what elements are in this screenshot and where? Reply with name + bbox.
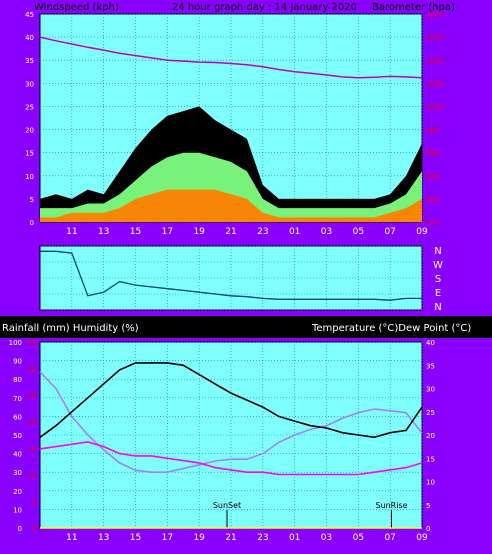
temp-left-tick: 50 (13, 432, 22, 440)
time-tick-label: 07 (384, 533, 395, 543)
direction-compass-label: E (435, 288, 441, 299)
direction-compass-label: N (434, 246, 441, 257)
wind-right-tick: 975 (426, 219, 439, 227)
time-tick-label: 21 (225, 533, 236, 543)
time-tick-label: 17 (162, 227, 173, 237)
wind-right-tick: 1020 (426, 11, 444, 19)
time-tick-label: 01 (289, 533, 300, 543)
wind-right-tick: 1010 (426, 57, 444, 65)
temp-right-tick: 0 (426, 525, 430, 533)
wind-left-tick: 45 (25, 11, 34, 19)
sun-marker-label: SunSet (213, 501, 241, 510)
temp-left-tick: 0 (18, 525, 22, 533)
direction-compass-label: S (435, 274, 441, 285)
wind-direction-line (40, 250, 422, 301)
wind-right-tick: 985 (426, 173, 439, 181)
temp-left-tick: 80 (13, 376, 22, 384)
time-tick-label: 09 (416, 533, 428, 543)
temp-left-tick: 70 (13, 395, 22, 403)
temp-right-tick: 10 (426, 479, 435, 487)
time-tick-label: 03 (321, 533, 332, 543)
wind-right-tick: 990 (426, 150, 439, 158)
temp-right-tick: 25 (426, 409, 435, 417)
time-tick-label: 21 (225, 227, 236, 237)
rain-left-tick: 10 (27, 472, 36, 480)
temperature-line (39, 362, 423, 439)
wind-series-area-2 (40, 189, 422, 222)
time-tick-label: 01 (289, 227, 300, 237)
time-tick-label: 17 (162, 533, 173, 543)
barometer-axis-title: Barometer (hpa) (372, 2, 455, 13)
wind-right-tick: 1000 (426, 103, 444, 111)
rain-left-tick: 15 (27, 445, 36, 453)
temp-left-tick: 20 (13, 488, 22, 496)
chart-title: 24 hour graph day : 14 January 2020 (172, 2, 357, 13)
wind-left-tick: 15 (25, 150, 34, 158)
temp-right-tick: 40 (426, 339, 435, 347)
wind-left-tick: 10 (25, 173, 34, 181)
humidity-line (39, 371, 423, 473)
rain-left-tick: 25 (27, 392, 36, 400)
time-tick-label: 11 (66, 227, 77, 237)
time-tick-label: 13 (98, 533, 109, 543)
time-tick-label: 19 (193, 533, 205, 543)
wind-left-tick: 5 (30, 196, 34, 204)
time-tick-label: 05 (353, 533, 364, 543)
temp-right-tick: 15 (426, 455, 435, 463)
direction-compass-label: N (434, 302, 441, 313)
time-tick-label: 15 (130, 533, 141, 543)
temp-left-tick: 60 (13, 413, 22, 421)
temp-right-tick: 20 (426, 432, 435, 440)
wind-left-tick: 35 (25, 57, 34, 65)
rain-left-tick: 0 (32, 525, 36, 533)
windspeed-axis-title: Windspeed (kph) (34, 2, 119, 13)
wind-right-tick: 995 (426, 127, 439, 135)
temp-right-tick: 35 (426, 362, 435, 370)
temp-left-tick: 10 (13, 506, 22, 514)
barometer-line (39, 36, 423, 79)
wind-right-tick: 980 (426, 196, 439, 204)
time-tick-label: 11 (66, 533, 77, 543)
wind-left-tick: 30 (25, 80, 34, 88)
time-tick-label: 07 (384, 227, 395, 237)
time-tick-label: 19 (193, 227, 205, 237)
dew-point-line (39, 441, 423, 476)
rain-left-tick: 20 (27, 419, 36, 427)
wind-left-tick: 0 (30, 219, 34, 227)
time-tick-label: 05 (353, 227, 364, 237)
temperature-dewpoint-axis-title: Temperature (°C)Dew Point (°C) (311, 323, 471, 334)
direction-compass-label: W (433, 260, 443, 271)
time-tick-label: 23 (257, 227, 268, 237)
time-tick-label: 09 (416, 227, 428, 237)
temp-left-tick: 40 (13, 451, 22, 459)
wind-right-tick: 1005 (426, 80, 444, 88)
rain-left-tick: 30 (27, 366, 36, 374)
temp-right-tick: 5 (426, 502, 430, 510)
time-tick-label: 23 (257, 533, 268, 543)
temp-right-tick: 30 (426, 386, 435, 394)
sun-marker-label: SunRise (375, 501, 407, 510)
rain-left-tick: 5 (32, 498, 36, 506)
time-tick-label: 03 (321, 227, 332, 237)
rain-left-tick: 35 (27, 339, 36, 347)
temp-left-tick: 30 (13, 469, 22, 477)
temp-left-tick: 90 (13, 358, 22, 366)
wind-left-tick: 20 (25, 127, 34, 135)
windspeed-barometer-plot: 11 13 15 17 19 21 23 01 03 05 07 090510152025303540… (25, 11, 444, 237)
time-tick-label: 13 (98, 227, 109, 237)
temp-left-tick: 100 (9, 339, 22, 347)
rainfall-humidity-axis-title: Rainfall (mm) Humidity (%) (2, 323, 139, 334)
wind-left-tick: 25 (25, 103, 34, 111)
wind-left-tick: 40 (25, 34, 34, 42)
temperature-humidity-plot: 11 13 15 17 19 21 23 01 03 05 07 090102030405060708… (9, 339, 435, 543)
wind-right-tick: 1015 (426, 34, 444, 42)
time-tick-label: 15 (130, 227, 141, 237)
